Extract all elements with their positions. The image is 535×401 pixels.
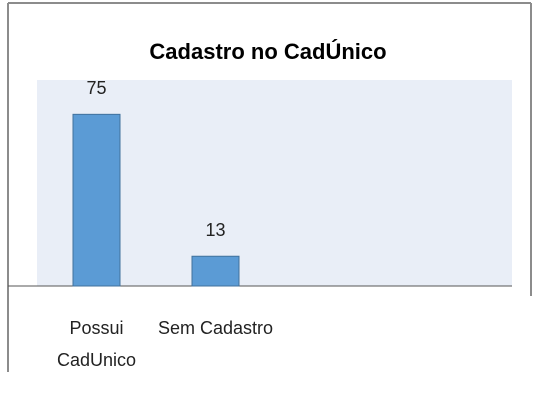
data-label: 13 [205,220,225,240]
x-tick-label: Sem Cadastro [157,318,274,338]
bar [191,255,240,287]
data-label: 75 [86,78,106,98]
bar [72,113,121,287]
x-tick-label: Possui CadUnico [56,318,137,370]
chart-title: Cadastro no CadÚnico [149,39,386,64]
